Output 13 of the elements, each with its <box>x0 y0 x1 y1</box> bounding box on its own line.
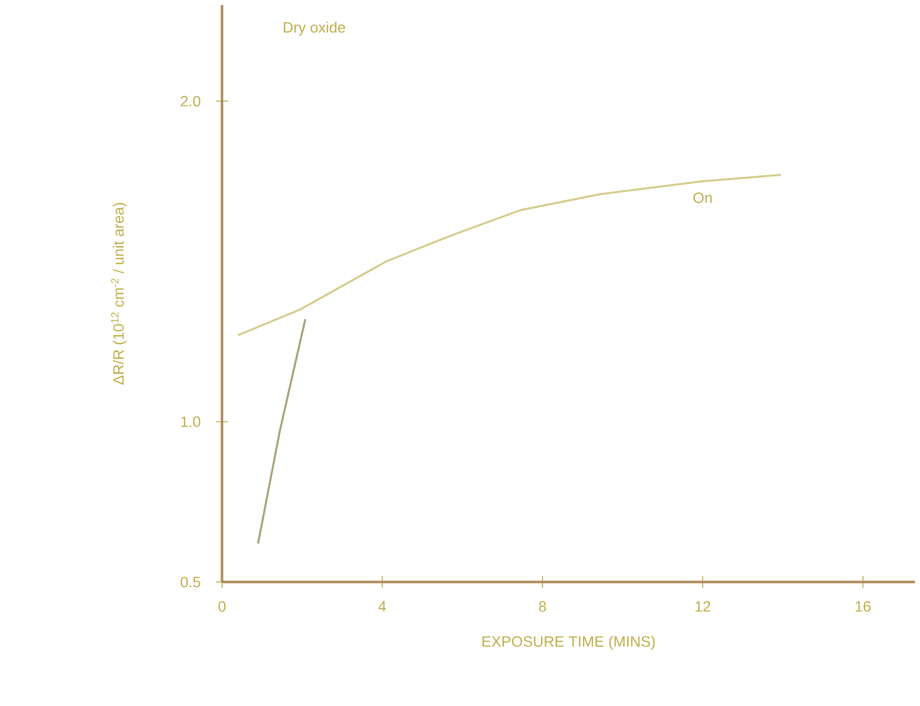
x-tick-label: 12 <box>696 601 710 612</box>
annotation: On <box>693 192 712 204</box>
y-tick-label: 2.0 <box>180 96 200 106</box>
line-series <box>237 174 782 336</box>
y-tick-label: 1.0 <box>181 416 200 428</box>
text: Dry oxide <box>284 22 346 36</box>
x-tick-label: 16 <box>856 601 871 612</box>
y-tick-label: 0.5 <box>180 576 200 588</box>
y-axis-title: ΔR/R (10$^{12}$ cm$^{-2}$ / unit area) <box>111 202 127 385</box>
x-tick-label: 8 <box>538 601 546 612</box>
x-tick-label: 0 <box>218 601 226 612</box>
x-axis-title: EXPOSURE TIME (MINS) <box>482 636 655 650</box>
x-tick-label: 4 <box>378 601 386 612</box>
